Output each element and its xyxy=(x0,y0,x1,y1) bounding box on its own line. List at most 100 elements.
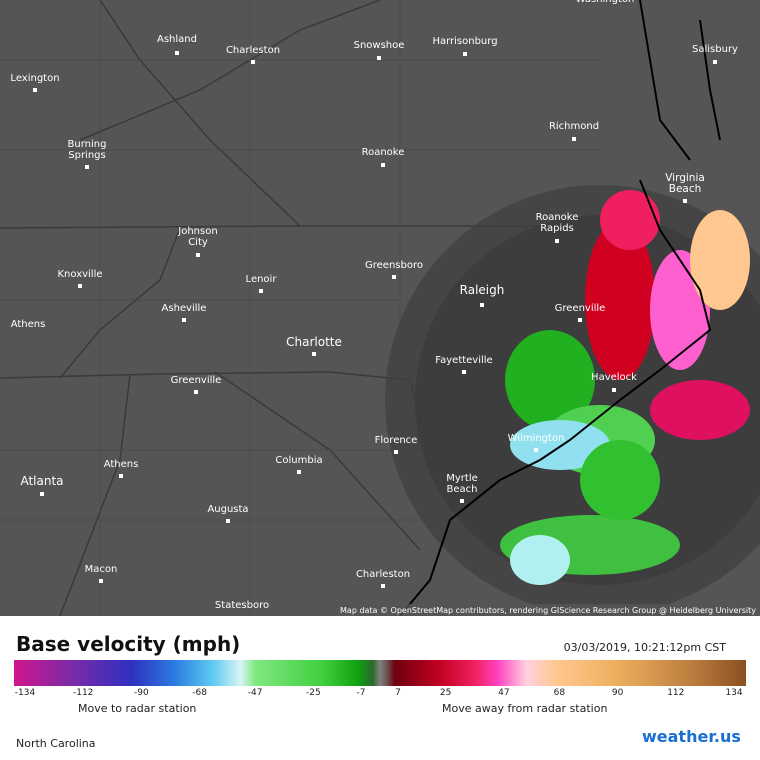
tick-label: 90 xyxy=(611,688,624,698)
city-label-line: Athens xyxy=(104,459,139,470)
city-label-line: Ashland xyxy=(157,34,197,45)
city-label-line: Snowshoe xyxy=(354,40,405,51)
city-dot xyxy=(78,284,82,288)
city-label-line: Havelock xyxy=(591,372,637,383)
city-dot xyxy=(99,579,103,583)
city-label-line: Greenville xyxy=(555,303,606,314)
city-dot xyxy=(480,303,484,307)
city-dot xyxy=(381,584,385,588)
city-label: Raleigh xyxy=(460,283,505,297)
city-label-line: Burning xyxy=(68,139,107,150)
city-label: Fayetteville xyxy=(435,355,492,366)
tick-label: -134 xyxy=(14,688,36,698)
city-dot xyxy=(683,199,687,203)
tick-label: 7 xyxy=(395,688,401,698)
city-label-line: Rapids xyxy=(540,223,574,234)
tick-label: -68 xyxy=(192,688,207,698)
tick-label: 25 xyxy=(439,688,452,698)
city-label-line: Columbia xyxy=(275,455,322,466)
city-label: Athens xyxy=(11,319,46,330)
city-dot xyxy=(463,52,467,56)
city-label-line: Roanoke xyxy=(536,212,579,223)
city-label: Macon xyxy=(85,564,118,575)
city-dot xyxy=(377,56,381,60)
city-label: Augusta xyxy=(207,504,248,515)
city-label-line: Roanoke xyxy=(362,147,405,158)
city-label: Greenville xyxy=(171,375,222,386)
bay-coast xyxy=(639,0,721,161)
city-label-line: Virginia xyxy=(665,172,705,184)
region: North Carolina xyxy=(16,737,96,750)
city-label-line: City xyxy=(188,237,208,248)
city-label-line: Myrtle xyxy=(446,473,478,484)
city-dot xyxy=(194,390,198,394)
city-dot xyxy=(392,275,396,279)
city-dot xyxy=(381,163,385,167)
city-label: Virginia Beach xyxy=(665,172,705,195)
city-dot xyxy=(297,470,301,474)
right-caption: Move away from radar station xyxy=(442,702,608,715)
city-label-line: Springs xyxy=(68,150,105,161)
city-label: Greensboro xyxy=(365,260,423,271)
tick-label: -90 xyxy=(134,688,149,698)
city-label: Columbia xyxy=(275,455,322,466)
city-dot xyxy=(612,388,616,392)
city-label: Harrisonburg xyxy=(432,36,497,47)
city-label-line: Florence xyxy=(375,435,418,446)
city-label: Richmond xyxy=(549,121,599,132)
city-label: Greenville xyxy=(555,303,606,314)
city-label: Salisbury xyxy=(692,44,738,55)
tick-label: -7 xyxy=(356,688,366,698)
city-dot xyxy=(40,492,44,496)
city-label-line: Athens xyxy=(11,319,46,330)
city-label-line: Johnson xyxy=(177,226,217,237)
city-dot xyxy=(713,60,717,64)
legend-title: Base velocity (mph) xyxy=(16,632,241,656)
city-label-line: Charleston xyxy=(356,569,410,580)
cities: Washington Ashland Charleston Snowshoe Harri… xyxy=(10,0,738,611)
tick-label: -25 xyxy=(306,688,321,698)
city-dot xyxy=(85,165,89,169)
city-label-line: Greenville xyxy=(171,375,222,386)
city-dot xyxy=(226,519,230,523)
city-label: Lexington xyxy=(10,73,59,84)
city-dot xyxy=(182,318,186,322)
city-dot xyxy=(578,318,582,322)
city-dot xyxy=(33,88,37,92)
tick-label: 68 xyxy=(553,688,566,698)
coastline xyxy=(399,179,712,616)
county-borders xyxy=(0,0,600,616)
city-label: Charleston xyxy=(226,45,280,56)
city-label: Myrtle Beach xyxy=(446,473,478,495)
city-dot xyxy=(312,352,316,356)
city-label-line: Beach xyxy=(447,484,478,495)
city-label-line: Atlanta xyxy=(20,474,63,488)
timestamp: 03/03/2019, 10:21:12pm CST xyxy=(563,641,726,654)
city-dot xyxy=(259,289,263,293)
city-dot xyxy=(555,239,559,243)
left-caption: Move to radar station xyxy=(78,702,197,715)
city-label-line: Raleigh xyxy=(460,283,505,297)
city-label-line: Fayetteville xyxy=(435,355,492,366)
city-label-line: Knoxville xyxy=(57,269,102,280)
tick-label: 47 xyxy=(498,688,510,698)
city-label: Roanoke Rapids xyxy=(536,212,579,234)
city-label-line: Washington xyxy=(576,0,635,5)
city-dot xyxy=(460,499,464,503)
radar-echoes xyxy=(500,190,750,585)
city-label: Johnson City xyxy=(177,226,217,248)
city-label: Athens xyxy=(104,459,139,470)
city-dot xyxy=(251,60,255,64)
city-dot xyxy=(394,450,398,454)
city-label-line: Harrisonburg xyxy=(432,36,497,47)
city-label: Ashland xyxy=(157,34,197,45)
city-label-line: Lenoir xyxy=(246,274,278,285)
city-label-line: Augusta xyxy=(207,504,248,515)
tick-label: 112 xyxy=(667,688,685,698)
color-bar xyxy=(14,660,746,686)
attribution: Map data © OpenStreetMap contributors, r… xyxy=(340,606,756,615)
tick-label: 134 xyxy=(725,688,743,698)
city-label: Asheville xyxy=(162,303,207,314)
city-label: Atlanta xyxy=(20,474,63,488)
